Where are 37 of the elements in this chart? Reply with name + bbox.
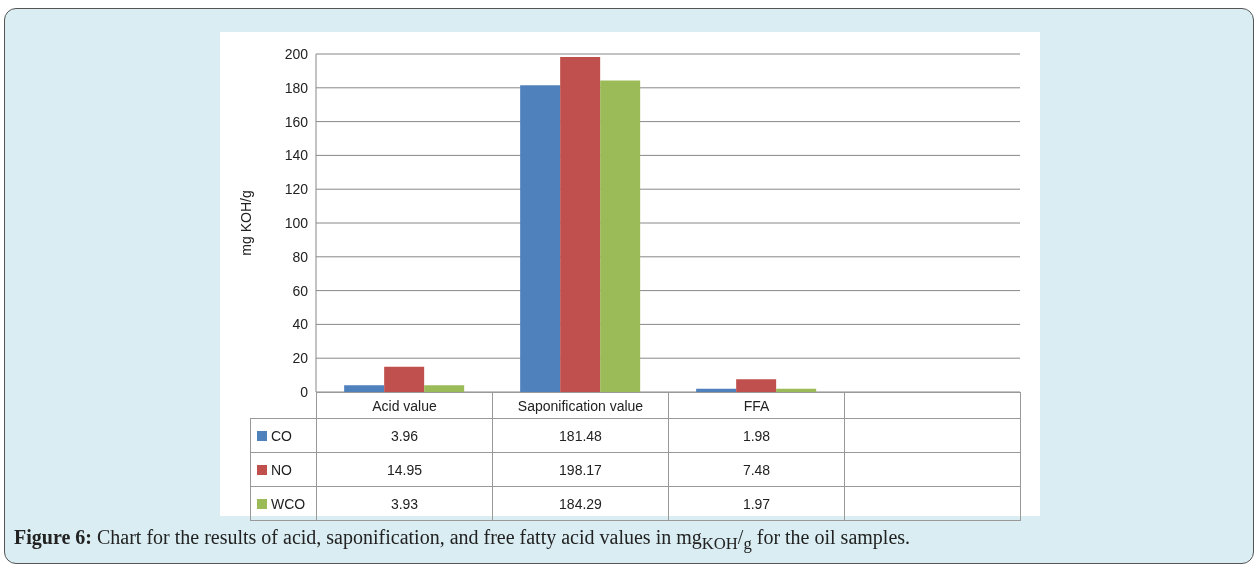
legend-label: WCO (250, 486, 317, 521)
bar (560, 57, 601, 392)
y-tick-label: 120 (284, 181, 309, 198)
x-tick-label: Saponification value (492, 392, 669, 419)
bar (736, 379, 777, 392)
caption: Figure 6: Chart for the results of acid, saponification, and free fatty acid values in mg$_{KOH}$/$_{g}$ for the oil samples. (14, 526, 911, 553)
data-label: 1.98 (668, 418, 845, 453)
y-tick-label: 60 (292, 282, 309, 299)
y-tick-label: 140 (284, 147, 309, 164)
data-label: 181.48 (492, 418, 669, 453)
bar (424, 385, 465, 392)
data-label: 7.48 (668, 452, 845, 487)
data-label: 1.97 (668, 486, 845, 521)
bar (384, 366, 425, 392)
bar (344, 385, 385, 392)
y-tick-label: 0 (300, 383, 309, 400)
y-tick-label: 80 (292, 248, 309, 265)
data-label: 3.96 (316, 418, 493, 453)
legend-label: CO (250, 418, 317, 453)
bar (600, 80, 641, 392)
y-tick-label: 160 (284, 113, 309, 130)
x-tick-label: Acid value (316, 392, 493, 419)
y-tick-label: 100 (284, 214, 309, 231)
y-tick-label: 40 (292, 316, 309, 333)
x-tick-label: FFA (668, 392, 845, 419)
data-label: 3.93 (316, 486, 493, 521)
data-label: 14.95 (316, 452, 493, 487)
bar (520, 85, 561, 392)
y-tick-label: 20 (292, 350, 309, 367)
y-axis-title: mg KOH/g (237, 190, 254, 256)
y-tick-label: 200 (284, 45, 309, 62)
bar (776, 388, 817, 392)
bar (696, 388, 737, 392)
data-label: 184.29 (492, 486, 669, 521)
data-label: 198.17 (492, 452, 669, 487)
y-tick-label: 180 (284, 79, 309, 96)
legend-label: NO (250, 452, 317, 487)
